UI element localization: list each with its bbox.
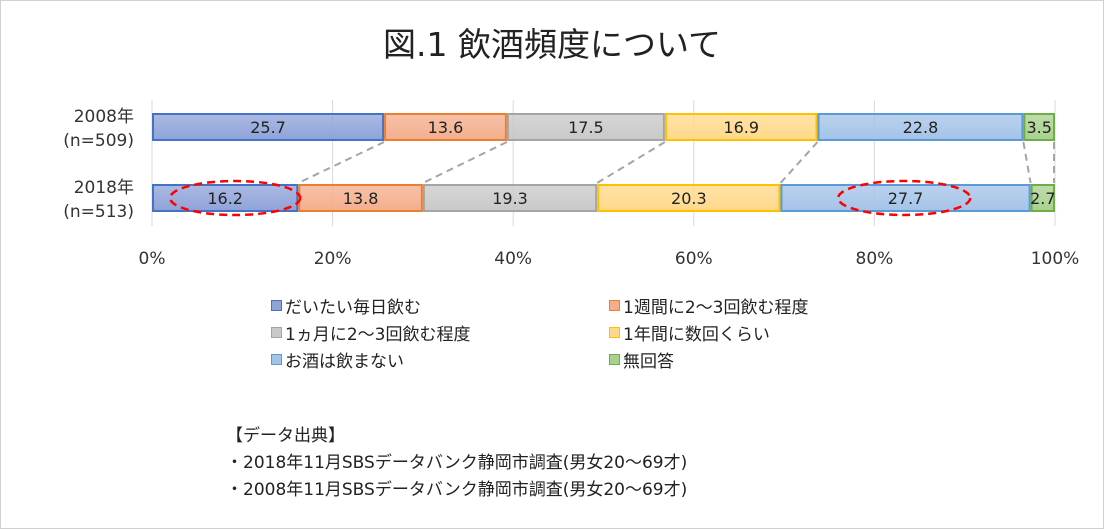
data-label: 17.5 xyxy=(568,118,604,137)
x-tick-label: 0% xyxy=(139,249,166,269)
legend-label: 無回答 xyxy=(623,352,674,372)
bar-segment xyxy=(817,113,1024,141)
legend-swatch xyxy=(609,327,620,338)
legend-item: だいたい毎日飲む xyxy=(271,293,421,318)
data-label: 13.6 xyxy=(428,118,464,137)
legend-item: 1ヵ月に2～3回飲む程度 xyxy=(271,320,470,345)
legend-swatch xyxy=(609,354,620,365)
legend-label: 1ヵ月に2～3回飲む程度 xyxy=(285,325,471,345)
data-label: 3.5 xyxy=(1026,118,1051,137)
legend-label: だいたい毎日飲む xyxy=(285,298,421,318)
legend-swatch xyxy=(271,327,282,338)
series-connector-line xyxy=(1022,141,1032,184)
data-label: 16.9 xyxy=(723,118,759,137)
legend-swatch xyxy=(271,354,282,365)
data-label: 16.2 xyxy=(207,189,243,208)
source-line-2008: ・2008年11月SBSデータバンク静岡市調査(男女20～69才) xyxy=(226,480,688,500)
bar-segment xyxy=(664,113,818,141)
legend-item: 無回答 xyxy=(609,347,674,372)
source-line-2018: ・2018年11月SBSデータバンク静岡市調査(男女20～69才) xyxy=(226,453,688,473)
category-label-n: (n=513) xyxy=(63,202,134,222)
x-tick-label: 60% xyxy=(675,249,713,269)
bar-segment xyxy=(422,184,598,212)
data-label: 25.7 xyxy=(250,118,286,137)
legend-swatch xyxy=(609,300,620,311)
series-connector-line xyxy=(297,141,385,184)
bar-segment xyxy=(597,184,781,212)
bar-segment xyxy=(298,184,423,212)
legend-item: 1週間に2～3回飲む程度 xyxy=(609,293,808,318)
legend-item: 1年間に数回くらい xyxy=(609,320,770,345)
legend-label: 1年間に数回くらい xyxy=(623,325,770,345)
chart-title: 図.1 飲酒頻度について xyxy=(383,25,721,64)
data-label: 13.8 xyxy=(343,189,379,208)
category-label-year: 2018年 xyxy=(74,178,134,198)
data-label: 22.8 xyxy=(903,118,939,137)
x-tick-label: 20% xyxy=(314,249,352,269)
series-connector-line xyxy=(422,141,508,184)
highlight-ellipse-never xyxy=(836,179,972,217)
x-tick-label: 100% xyxy=(1031,249,1080,269)
bar-segment xyxy=(384,113,507,141)
legend-swatch xyxy=(271,300,282,311)
legend-label: お酒は飲まない xyxy=(285,352,404,372)
legend-item: お酒は飲まない xyxy=(271,347,404,372)
data-label: 27.7 xyxy=(888,189,924,208)
legend-label: 1週間に2～3回飲む程度 xyxy=(623,298,809,318)
data-label: 20.3 xyxy=(671,189,707,208)
category-label-n: (n=509) xyxy=(63,131,134,151)
bar-segment xyxy=(506,113,665,141)
data-label: 19.3 xyxy=(492,189,528,208)
x-tick-label: 40% xyxy=(494,249,532,269)
source-heading: 【データ出典】 xyxy=(226,426,345,446)
bar-segment xyxy=(1030,184,1056,212)
series-connector-line xyxy=(779,141,819,184)
series-connector-line xyxy=(596,141,666,184)
bar-segment xyxy=(152,184,299,212)
x-tick-label: 80% xyxy=(856,249,894,269)
bar-segment xyxy=(152,113,385,141)
highlight-ellipse-daily xyxy=(168,179,302,217)
bar-segment xyxy=(1023,113,1056,141)
data-label: 2.7 xyxy=(1030,189,1055,208)
bar-segment xyxy=(780,184,1031,212)
category-label-year: 2008年 xyxy=(74,107,134,127)
